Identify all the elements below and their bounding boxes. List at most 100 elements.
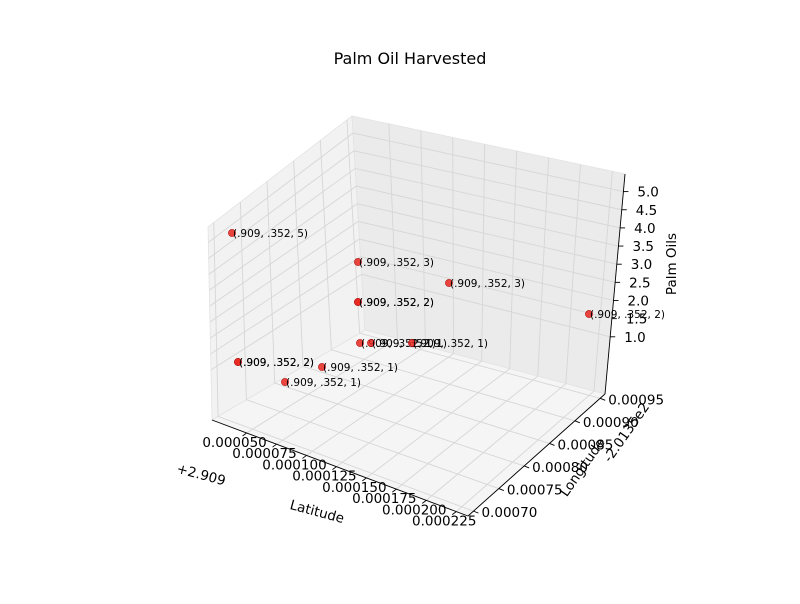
x-grid-line-back [481, 144, 486, 362]
x-tick-mark [272, 443, 277, 448]
x-grid-line [396, 375, 539, 490]
axes-panes [207, 115, 626, 517]
y-grid-line [217, 415, 474, 512]
x-tick-mark [242, 432, 247, 437]
data-point-label: (.909, .352, 1) [323, 362, 398, 374]
y-axis-line [467, 393, 606, 517]
y-tick-label: 0.00090 [583, 415, 639, 431]
z-grid-line-side [208, 132, 354, 243]
grid-lines [208, 119, 624, 512]
data-point-label: (.909, .352, 2) [359, 297, 434, 309]
x-grid-line-back [565, 164, 581, 384]
data-point-label: (.909, .352, 1) [361, 338, 436, 350]
data-points: (.909, .352, 5) (.909, .352, 3) (.909, .35… [228, 228, 665, 389]
x-tick-label: 0.000100 [262, 457, 326, 473]
y-grid-line-side [213, 222, 219, 417]
z-grid-line-side [209, 221, 359, 323]
data-point [234, 358, 242, 366]
axis-lines [211, 173, 626, 517]
y-grid-line-side [293, 160, 304, 367]
z-tick-label: 5.0 [637, 185, 658, 201]
x-tick-label: 0.000175 [352, 491, 416, 507]
z-grid-line [358, 220, 616, 283]
x-tick-mark [451, 511, 457, 515]
x-axis-line [211, 419, 469, 517]
z-grid-line-side [208, 168, 356, 275]
z-tick-label: 2.5 [629, 275, 650, 291]
y-grid-line [331, 349, 575, 422]
y-grid-line [359, 332, 601, 399]
y-tick-mark [473, 510, 479, 514]
y-grid-line-side [266, 181, 276, 384]
y-tick-label: 0.00085 [558, 437, 614, 453]
z-grid-line-side [209, 185, 357, 291]
x-tick-mark [302, 455, 307, 459]
x-tick-mark [422, 499, 427, 504]
y-axis-offset: -2.0135e2 [600, 400, 653, 466]
x-grid-line-back [388, 123, 398, 339]
z-grid-line [354, 150, 622, 211]
z-grid-line-side [210, 256, 361, 355]
y-tick-mark [524, 465, 530, 469]
data-point [367, 339, 375, 347]
z-tick-label: 1.0 [624, 330, 645, 346]
y-grid-line-side [319, 140, 332, 350]
y-tick-label: 0.00080 [532, 460, 588, 476]
data-point-label: (.909, .352, 3) [450, 278, 525, 290]
z-grid-line-side [210, 273, 362, 371]
x-grid-line-back [509, 150, 518, 369]
data-point [228, 229, 236, 237]
x-grid-line [306, 353, 454, 456]
x-grid-line [366, 368, 510, 479]
y-grid-line [274, 382, 525, 467]
data-point-label: (.909, .352, 1) [413, 338, 488, 350]
y-tick-label: 0.00070 [481, 505, 537, 521]
z-grid-line [356, 185, 619, 247]
data-point [318, 363, 326, 371]
x-tick-label: 0.000150 [322, 480, 386, 496]
y-tick-mark [600, 397, 606, 401]
y-axis-ticks: 0.00070 0.00075 0.00080 0.00085 0.00090 0.000… [473, 392, 664, 521]
z-grid-line-side [210, 238, 360, 339]
z-grid-line [355, 167, 621, 229]
x-grid-line-back [593, 171, 613, 392]
x-grid-line [425, 383, 567, 501]
x-grid-line [276, 345, 426, 445]
x-tick-label: 0.000225 [412, 514, 476, 530]
y-grid-line [246, 399, 499, 489]
data-point [356, 339, 364, 347]
x-grid-line-back [420, 130, 426, 347]
data-point-label: (.909, .352, 2) [590, 309, 665, 321]
z-grid-line [359, 238, 614, 301]
data-point [281, 378, 289, 386]
x-grid-line [336, 360, 482, 468]
z-grid-line [360, 256, 612, 320]
data-point-label: (.909, .352, 5) [233, 228, 308, 240]
data-point [408, 339, 416, 347]
y-tick-label: 0.00075 [507, 483, 563, 499]
x-axis-ticks: 0.0000500.0000750.0001000.0001250.000150… [202, 432, 476, 530]
x-axis-offset: +2.909 [175, 461, 227, 489]
data-point [354, 258, 362, 266]
z-tick-label: 4.5 [636, 203, 657, 219]
y-tick-mark [574, 420, 581, 424]
z-axis-label: Palm Oils [664, 233, 680, 295]
z-grid-line-side [208, 150, 355, 259]
x-grid-line-back [452, 137, 455, 354]
x-tick-mark [392, 488, 397, 493]
x-axis-label: Latitude [288, 497, 346, 527]
x-grid-line [246, 338, 398, 434]
data-point-label: (.909, .352, 2) [239, 357, 314, 369]
x-tick-label: 0.000075 [232, 446, 296, 462]
x-tick-mark [332, 466, 337, 471]
x-tick-label: 0.000050 [202, 435, 266, 451]
z-grid-line [352, 132, 624, 193]
x-grid-line [455, 390, 595, 512]
y-tick-mark [549, 442, 555, 446]
z-axis-ticks: 1.0 1.5 2.0 2.5 3.0 3.5 4.0 4.5 5.0 [610, 185, 659, 346]
z-tick-label: 1.5 [626, 312, 647, 328]
x-tick-label: 0.000125 [292, 469, 356, 485]
y-tick-label: 0.00095 [608, 392, 664, 408]
